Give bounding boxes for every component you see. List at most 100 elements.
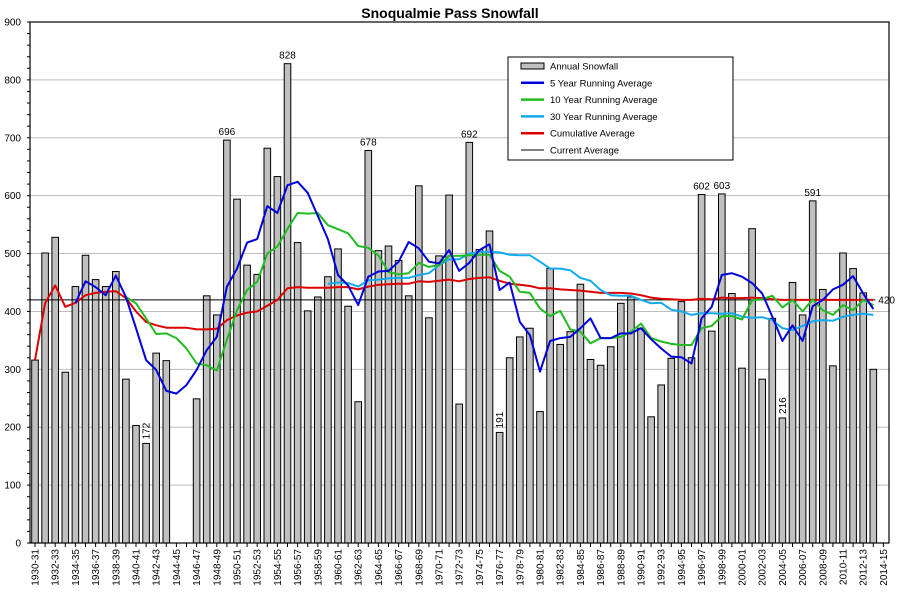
x-tick-label: 1968-69 bbox=[414, 549, 425, 586]
x-tick-label: 2014-15 bbox=[879, 549, 890, 586]
bar-1969-70 bbox=[425, 317, 433, 544]
bar-1955-56 bbox=[283, 63, 292, 544]
bar-1964-65 bbox=[374, 250, 383, 544]
bar-1963-64 bbox=[364, 150, 373, 544]
y-tick-label: 300 bbox=[4, 365, 21, 376]
x-tick-label: 1996-97 bbox=[697, 549, 708, 586]
x-tick-label: 2002-03 bbox=[758, 549, 769, 586]
current-average-label: 420 bbox=[878, 295, 895, 306]
bar-1967-68 bbox=[404, 295, 413, 544]
bar-1939-40 bbox=[122, 378, 130, 544]
bar-1985-86 bbox=[586, 358, 595, 544]
y-tick-label: 100 bbox=[4, 481, 21, 492]
x-tick-label: 1934-35 bbox=[71, 549, 82, 586]
legend-label-annual-snowfall: Annual Snowfall bbox=[550, 62, 618, 73]
axes: 0 100 200 300 400 500 600 700 800 900 1930-31 1932-… bbox=[4, 18, 890, 586]
bar-annotations: 172 696 828 678 692 191 602 603 216 591 bbox=[142, 51, 822, 440]
y-tick-label: 200 bbox=[4, 423, 21, 434]
bar-value-label: 696 bbox=[219, 127, 236, 138]
bar-value-label: 603 bbox=[713, 181, 730, 192]
legend-label-current-average: Current Average bbox=[550, 146, 619, 157]
bar-1962-63 bbox=[354, 401, 362, 544]
bar-1959-60 bbox=[324, 276, 332, 544]
x-tick-label: 1964-65 bbox=[374, 549, 385, 586]
legend-swatch-annual-snowfall bbox=[520, 62, 545, 70]
bar-1979-80 bbox=[526, 327, 534, 544]
y-tick-label: 900 bbox=[4, 18, 21, 29]
x-tick-label: 1986-87 bbox=[596, 549, 607, 586]
10-year-running-average-line bbox=[125, 212, 874, 372]
x-tick-label: 1930-31 bbox=[31, 549, 42, 586]
bar-1935-36 bbox=[81, 254, 90, 544]
x-tick-label: 1948-49 bbox=[212, 549, 223, 586]
bar-1970-71 bbox=[435, 255, 443, 544]
bar-value-label: 678 bbox=[360, 138, 377, 149]
x-tick-label: 1936-37 bbox=[91, 549, 102, 586]
bar-1992-93 bbox=[657, 384, 666, 544]
bar-1991-92 bbox=[647, 416, 655, 544]
x-tick-label: 1940-41 bbox=[132, 549, 143, 586]
x-tick-label: 1960-61 bbox=[334, 549, 345, 586]
legend-label-10-year-running-average: 10 Year Running Average bbox=[550, 95, 658, 106]
x-tick-label: 1932-33 bbox=[51, 549, 62, 586]
x-tick-label: 2008-09 bbox=[818, 549, 829, 586]
bar-2004-05 bbox=[778, 417, 787, 544]
x-tick-label: 1942-43 bbox=[152, 549, 163, 586]
x-tick-label: 1998-99 bbox=[717, 549, 728, 586]
x-tick-label: 1980-81 bbox=[536, 549, 547, 586]
bar-1941-42 bbox=[142, 442, 150, 544]
bar-1937-38 bbox=[101, 286, 110, 544]
x-tick-label: 1946-47 bbox=[192, 549, 203, 586]
bar-1961-62 bbox=[344, 305, 352, 544]
bar-2012-13 bbox=[859, 292, 868, 544]
30-year-running-average-line bbox=[327, 250, 874, 331]
bar-2013-14 bbox=[869, 368, 878, 544]
bar-1940-41 bbox=[132, 424, 140, 544]
legend: Annual Snowfall 5 Year Running Average 10 … bbox=[507, 56, 734, 161]
bar-2000-01 bbox=[738, 367, 746, 544]
bar-value-label: 172 bbox=[142, 422, 153, 439]
bar-1986-87 bbox=[596, 364, 605, 544]
x-tick-label: 1994-95 bbox=[677, 549, 688, 586]
x-tick-label: 1954-55 bbox=[273, 549, 284, 586]
bar-1965-66 bbox=[384, 245, 393, 544]
x-tick-label: 1978-79 bbox=[515, 549, 526, 586]
legend-label-30-year-running-average: 30 Year Running Average bbox=[550, 112, 658, 123]
x-tick-label: 1988-89 bbox=[616, 549, 627, 586]
bar-1971-72 bbox=[445, 194, 453, 544]
bar-value-label: 602 bbox=[693, 182, 710, 193]
y-tick-label: 400 bbox=[4, 307, 21, 318]
bar-1980-81 bbox=[536, 411, 544, 544]
bar-2003-04 bbox=[768, 317, 777, 544]
bar-1951-52 bbox=[243, 264, 251, 544]
bar-1974-75 bbox=[475, 249, 484, 544]
x-tick-label: 1992-93 bbox=[657, 549, 668, 586]
bar-1942-43 bbox=[152, 352, 160, 544]
bar-1947-48 bbox=[202, 295, 211, 544]
bar-1990-91 bbox=[637, 327, 645, 544]
bar-value-label: 216 bbox=[778, 397, 789, 414]
x-tick-label: 2010-11 bbox=[839, 549, 850, 585]
gridlines bbox=[30, 79, 889, 486]
bar-2005-06 bbox=[788, 282, 797, 544]
x-tick-label: 1966-67 bbox=[394, 549, 405, 586]
legend-label-cumulative-average: Cumulative Average bbox=[550, 129, 635, 140]
bar-value-label: 191 bbox=[495, 411, 506, 428]
x-tick-label: 2012-13 bbox=[859, 549, 870, 586]
x-tick-label: 1944-45 bbox=[172, 549, 183, 586]
bar-1957-58 bbox=[303, 310, 312, 544]
y-tick-label: 800 bbox=[4, 75, 21, 86]
bar-1931-32 bbox=[41, 252, 49, 544]
x-tick-label: 1938-39 bbox=[111, 549, 122, 586]
y-tick-label: 0 bbox=[15, 539, 21, 550]
bar-1933-34 bbox=[61, 371, 70, 544]
x-tick-label: 1952-53 bbox=[253, 549, 264, 586]
bar-1948-49 bbox=[213, 314, 221, 544]
bar-2006-07 bbox=[798, 314, 807, 544]
bar-1987-88 bbox=[606, 346, 615, 544]
bar-1996-97 bbox=[697, 194, 706, 544]
bar-2001-02 bbox=[748, 228, 756, 544]
bar-1968-69 bbox=[415, 185, 423, 544]
x-tick-label: 1958-59 bbox=[313, 549, 324, 586]
bar-2008-09 bbox=[819, 288, 827, 544]
